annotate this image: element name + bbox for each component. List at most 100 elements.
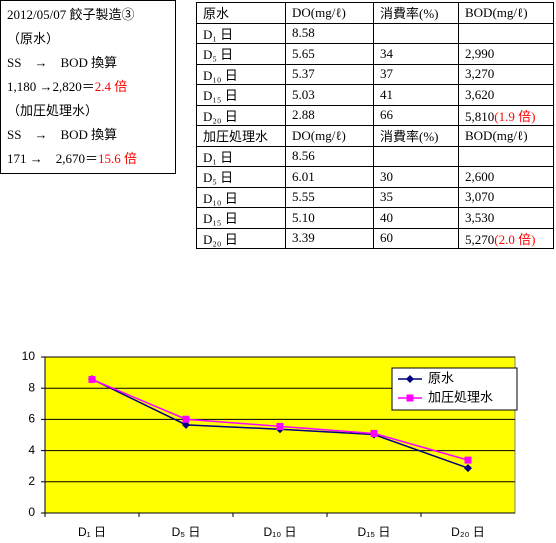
- header-cell: 加圧処理水: [196, 125, 286, 147]
- header-cell: 消費率(%): [373, 125, 459, 147]
- x-tick-label: D₁₅ 日: [358, 525, 391, 539]
- note-text: SS → BOD 換算: [7, 55, 118, 70]
- table-cell: 8.56: [285, 145, 374, 167]
- note-text: 2012/05/07 餃子製造③: [7, 7, 135, 22]
- header-cell: 消費率(%): [373, 2, 459, 24]
- table-cell: D₁₀ 日: [196, 186, 286, 208]
- y-tick-label: 10: [22, 349, 36, 363]
- legend-box: [391, 367, 518, 411]
- table-row: D₂₀ 日 2.88 66 5,810(1.9 倍): [196, 104, 554, 126]
- x-tick-label: D₁ 日: [78, 525, 106, 539]
- table-row: D₅ 日 6.01 30 2,600: [196, 166, 554, 188]
- table-cell: 5,810(1.9 倍): [458, 104, 554, 126]
- header-row: 原水 DO(mg/ℓ) 消費率(%) BOD(mg/ℓ): [196, 2, 554, 24]
- data-table: 原水 DO(mg/ℓ) 消費率(%) BOD(mg/ℓ) D₁ 日 8.58 D₅ 日 5.6…: [196, 2, 554, 249]
- table-cell: 3,070: [458, 186, 554, 208]
- table-cell: D₅ 日: [196, 166, 286, 188]
- table-cell: [458, 22, 554, 44]
- note-line: 171 → 2,670＝15.6 倍: [7, 149, 175, 173]
- table-cell: 40: [373, 207, 459, 229]
- header-cell: 原水: [196, 2, 286, 24]
- table-cell: 5.37: [285, 63, 374, 85]
- note-text: SS → BOD 換算: [7, 127, 118, 142]
- marker: [406, 394, 414, 402]
- table-row: D₅ 日 5.65 34 2,990: [196, 43, 554, 65]
- ratio-highlight: (2.0 倍): [494, 231, 536, 247]
- y-tick-label: 0: [28, 505, 35, 519]
- marker: [406, 375, 414, 383]
- table-row: D₂₀ 日 3.39 60 5,270(2.0 倍): [196, 227, 554, 249]
- table-cell: D₁₅ 日: [196, 207, 286, 229]
- header-cell: BOD(mg/ℓ): [458, 2, 554, 24]
- x-tick-label: D₂₀ 日: [451, 525, 485, 539]
- table-cell: D₁₅ 日: [196, 84, 286, 106]
- note-box: 2012/05/07 餃子製造③ （原水） SS → BOD 換算 1,180 →2,…: [0, 0, 176, 174]
- table-cell: 5.55: [285, 186, 374, 208]
- table-cell: 41: [373, 84, 459, 106]
- table-cell: [373, 145, 459, 167]
- table-cell: 35: [373, 186, 459, 208]
- table-cell: 34: [373, 43, 459, 65]
- table-cell: 30: [373, 166, 459, 188]
- table-cell: D₂₀ 日: [196, 104, 286, 126]
- note-text: 171 → 2,670＝: [7, 151, 99, 166]
- table-cell: D₂₀ 日: [196, 227, 286, 249]
- note-line: （加圧処理水）: [7, 101, 175, 125]
- note-line: 1,180 →2,820＝2.4 倍: [7, 77, 175, 101]
- header-cell: DO(mg/ℓ): [285, 2, 374, 24]
- marker: [370, 429, 378, 437]
- legend-label: 加圧処理水: [428, 389, 493, 404]
- table-cell: D₁ 日: [196, 145, 286, 167]
- table-cell: [373, 22, 459, 44]
- table-cell: 3.39: [285, 227, 374, 249]
- table-cell: [458, 145, 554, 167]
- legend-label: 原水: [428, 370, 454, 385]
- marker: [464, 456, 472, 464]
- y-tick-label: 8: [28, 380, 35, 394]
- table-row: D₁₅ 日 5.10 40 3,530: [196, 207, 554, 229]
- marker: [182, 415, 190, 423]
- table-cell: 5,270(2.0 倍): [458, 227, 554, 249]
- table-cell: 5.03: [285, 84, 374, 106]
- note-line: 2012/05/07 餃子製造③: [7, 5, 175, 29]
- table-row: D₁₀ 日 5.55 35 3,070: [196, 186, 554, 208]
- header-cell: DO(mg/ℓ): [285, 125, 374, 147]
- table-cell: 8.58: [285, 22, 374, 44]
- table-cell: D₁ 日: [196, 22, 286, 44]
- table-cell: D₁₀ 日: [196, 63, 286, 85]
- header-row: 加圧処理水 DO(mg/ℓ) 消費率(%) BOD(mg/ℓ): [196, 125, 554, 147]
- table-cell: 2,600: [458, 166, 554, 188]
- note-highlight: 15.6 倍: [98, 151, 138, 166]
- table-cell: 3,620: [458, 84, 554, 106]
- note-line: SS → BOD 換算: [7, 125, 175, 149]
- table-row: D₁₀ 日 5.37 37 3,270: [196, 63, 554, 85]
- note-text: 1,180 →2,820＝: [7, 79, 95, 94]
- table-cell: 5.65: [285, 43, 374, 65]
- y-tick-label: 6: [28, 412, 35, 426]
- header-cell: BOD(mg/ℓ): [458, 125, 554, 147]
- table-cell: 3,530: [458, 207, 554, 229]
- x-tick-label: D₁₀ 日: [263, 525, 296, 539]
- note-text: （原水）: [7, 31, 60, 46]
- marker: [182, 420, 190, 429]
- table-cell: 60: [373, 227, 459, 249]
- note-text: （加圧処理水）: [7, 103, 99, 118]
- y-tick-label: 4: [28, 443, 35, 457]
- table-cell: 5.10: [285, 207, 374, 229]
- ratio-highlight: (1.9 倍): [494, 108, 536, 124]
- table-cell: 6.01: [285, 166, 374, 188]
- table-cell: 3,270: [458, 63, 554, 85]
- table-row: D₁ 日 8.58: [196, 22, 554, 44]
- table-cell: D₅ 日: [196, 43, 286, 65]
- table-row: D₁₅ 日 5.03 41 3,620: [196, 84, 554, 106]
- marker: [464, 464, 472, 473]
- note-line: SS → BOD 換算: [7, 53, 175, 77]
- note-highlight: 2.4 倍: [94, 79, 128, 94]
- note-line: （原水）: [7, 29, 175, 53]
- x-tick-label: D₅ 日: [172, 525, 201, 539]
- y-tick-label: 2: [28, 474, 35, 488]
- marker: [88, 375, 96, 383]
- table-cell: 66: [373, 104, 459, 126]
- table-cell: 2,990: [458, 43, 554, 65]
